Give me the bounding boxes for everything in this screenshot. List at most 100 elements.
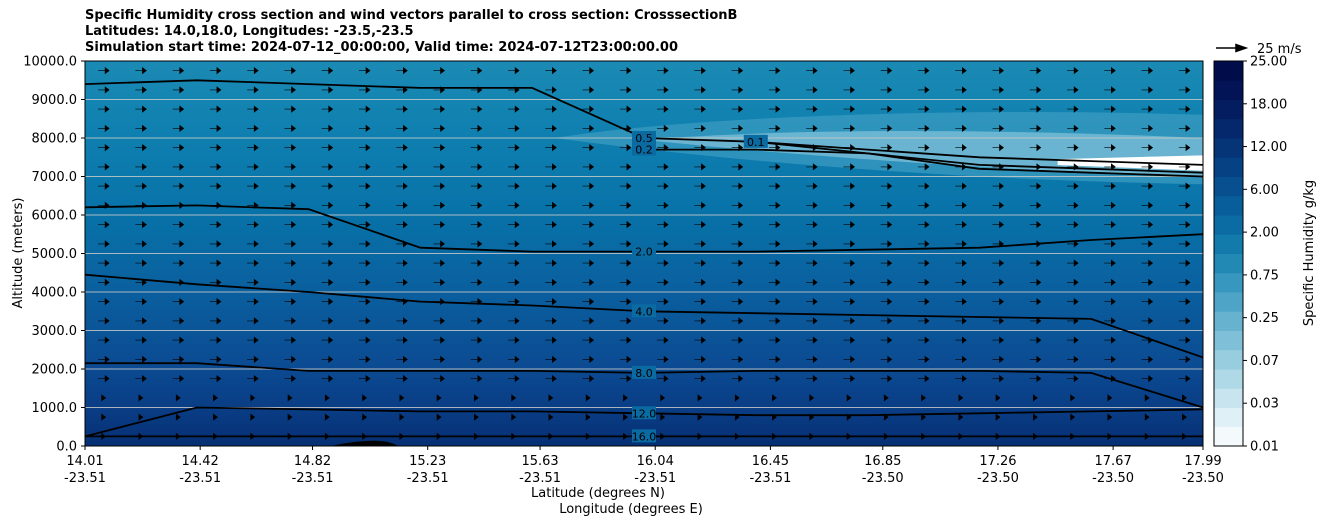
wind-arrow <box>396 67 408 75</box>
x-tick-label-lon: -23.50 <box>1182 471 1224 486</box>
wind-arrow <box>843 201 855 209</box>
plot-area: 16.0 12.0 8.0 4.0 2.0 0.50.2 0.1 <box>85 61 1203 446</box>
wind-arrow <box>209 67 222 75</box>
wind-arrow <box>321 67 334 75</box>
wind-arrow <box>768 182 781 190</box>
wind-arrow <box>135 144 147 152</box>
wind-arrow <box>1141 144 1154 152</box>
wind-arrow <box>396 355 408 363</box>
colorbar-band <box>1214 292 1243 312</box>
wind-arrow <box>955 163 967 171</box>
wind-arrow <box>992 298 1004 306</box>
wind-arrow <box>470 298 483 306</box>
wind-arrow <box>396 278 408 286</box>
wind-arrow <box>1029 124 1042 132</box>
wind-arrow <box>433 298 445 306</box>
wind-arrow <box>209 163 222 171</box>
wind-arrow <box>396 221 408 229</box>
wind-arrow <box>209 221 222 229</box>
wind-arrow <box>508 336 520 344</box>
wind-arrow <box>98 298 110 306</box>
wind-arrow <box>1029 144 1042 152</box>
wind-arrow <box>1067 182 1079 190</box>
wind-arrow <box>172 86 185 94</box>
terrain-bump <box>330 440 399 446</box>
wind-arrow <box>98 221 110 229</box>
wind-arrow <box>135 375 147 383</box>
wind-arrow <box>213 432 218 440</box>
wind-arrow <box>135 163 147 171</box>
wind-arrow <box>1104 240 1116 248</box>
colorbar-band <box>1214 176 1243 197</box>
wind-arrow <box>135 259 147 267</box>
wind-arrow <box>321 278 334 286</box>
colorbar-tick-label: 0.03 <box>1250 397 1279 412</box>
wind-arrow <box>582 355 595 363</box>
wind-arrow <box>1104 144 1116 152</box>
wind-arrow <box>694 355 706 363</box>
wind-arrow <box>321 124 334 132</box>
wind-arrow <box>247 163 259 171</box>
wind-arrow <box>362 432 367 440</box>
wind-arrow <box>768 163 781 171</box>
wind-arrow <box>98 375 110 383</box>
wind-arrow <box>213 413 218 421</box>
contour-label-bg <box>632 406 656 420</box>
wind-arrow <box>321 86 334 94</box>
wind-arrow <box>98 144 110 152</box>
wind-arrow <box>992 317 1004 325</box>
wind-arrow <box>135 278 147 286</box>
wind-arrow <box>843 240 855 248</box>
wind-arrow <box>918 336 930 344</box>
wind-arrow <box>918 298 930 306</box>
wind-arrow <box>582 105 595 113</box>
colorbar-band <box>1214 80 1243 100</box>
wind-arrow <box>955 278 967 286</box>
wind-arrow <box>209 144 222 152</box>
chart-title-line-2: Latitudes: 14.0,18.0, Longitudes: -23.5,… <box>85 24 414 39</box>
wind-arrow <box>98 278 110 286</box>
wind-arrow <box>619 298 632 306</box>
wind-arrow <box>172 182 185 190</box>
colorbar: 0.01 0.03 0.07 0.25 0.75 2.00 6.00 12.00 18.00 25… <box>1213 55 1287 455</box>
wind-arrow <box>1141 317 1154 325</box>
wind-arrow <box>470 375 483 383</box>
wind-arrow <box>806 124 818 132</box>
wind-arrow <box>846 394 852 402</box>
wind-arrow <box>880 86 893 94</box>
wind-arrow <box>582 375 595 383</box>
x-tick-label-lat: 17.26 <box>979 454 1016 469</box>
wind-arrow <box>548 394 554 402</box>
wind-arrow <box>918 163 930 171</box>
colorbar-band <box>1214 61 1243 81</box>
contour-label-bg <box>632 244 656 258</box>
wind-arrow <box>545 163 557 171</box>
wind-arrow <box>768 355 781 363</box>
wind-arrow <box>511 394 517 402</box>
wind-arrow <box>657 298 669 306</box>
wind-arrow <box>209 375 222 383</box>
wind-arrow <box>508 375 520 383</box>
wind-arrow <box>135 240 147 248</box>
wind-arrow <box>436 413 442 421</box>
wind-arrow <box>98 240 110 248</box>
wind-arrow <box>918 86 930 94</box>
colorbar-band <box>1214 349 1243 370</box>
wind-arrow <box>843 163 855 171</box>
wind-arrow <box>731 221 744 229</box>
wind-arrow <box>918 259 930 267</box>
wind-arrow <box>1029 298 1042 306</box>
wind-arrow <box>359 124 371 132</box>
wind-arrow <box>619 163 632 171</box>
wind-arrow <box>284 144 296 152</box>
wind-arrow <box>992 355 1004 363</box>
wind-arrow <box>359 298 371 306</box>
wind-arrow <box>768 221 781 229</box>
wind-arrow <box>806 86 818 94</box>
wind-arrow <box>98 124 110 132</box>
wind-arrow <box>657 105 669 113</box>
wind-arrow <box>768 298 781 306</box>
wind-arrow <box>1141 259 1154 267</box>
wind-arrow <box>135 221 147 229</box>
